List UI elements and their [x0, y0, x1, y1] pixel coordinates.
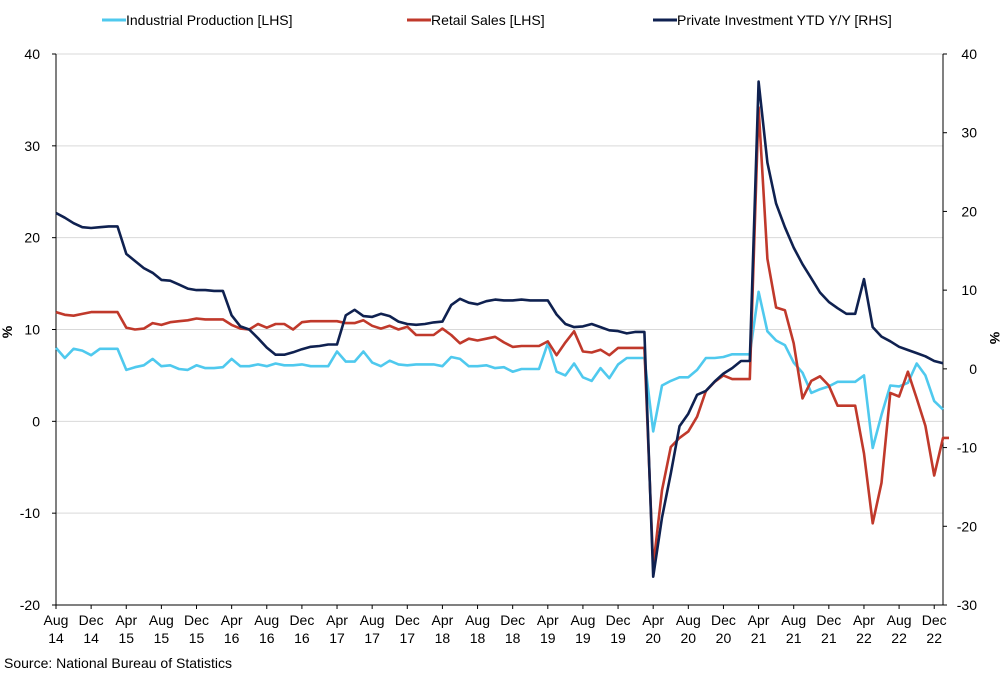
series-lines	[55, 80, 949, 579]
axes: 40 30 20 10 0 -10 -20 40 30 20 10 0 -10 -20 -30 Aug 14 De…	[20, 46, 977, 646]
x-tick-label-month: Aug	[360, 612, 385, 628]
x-tick-label-month: Aug	[254, 612, 279, 628]
y-tick-label-left: 10	[24, 322, 40, 338]
x-tick-label-month: Dec	[500, 612, 525, 628]
x-tick-label-month: Aug	[887, 612, 912, 628]
x-tick-label-month: Dec	[606, 612, 631, 628]
x-tick-label-year: 18	[470, 630, 486, 646]
x-tick-label-month: Apr	[115, 612, 137, 628]
x-tick-label-year: 18	[505, 630, 521, 646]
x-tick-label-year: 20	[645, 630, 661, 646]
series-line-private-investment	[55, 80, 944, 579]
x-tick-label-year: 21	[751, 630, 767, 646]
x-tick-label-year: 22	[856, 630, 872, 646]
x-tick-label-month: Aug	[570, 612, 595, 628]
y-tick-label-right: -10	[957, 440, 977, 456]
legend-label: Retail Sales [LHS]	[431, 12, 545, 28]
y-tick-label-right: -30	[957, 597, 977, 613]
x-tick-label-year: 17	[329, 630, 345, 646]
y-tick-label-right: -20	[957, 518, 977, 534]
legend-label: Private Investment YTD Y/Y [RHS]	[677, 12, 892, 28]
y-axis-label-right: %	[987, 332, 1003, 345]
x-tick-label-month: Apr	[748, 612, 770, 628]
x-tick-label-year: 14	[48, 630, 64, 646]
y-tick-label-left: -20	[20, 597, 40, 613]
x-tick-label-year: 15	[118, 630, 134, 646]
x-tick-label-year: 15	[189, 630, 205, 646]
x-tick-label-month: Dec	[711, 612, 736, 628]
x-tick-label-year: 15	[154, 630, 170, 646]
source-note: Source: National Bureau of Statistics	[4, 655, 233, 671]
y-tick-label-right: 0	[969, 361, 977, 377]
series-line-retail-sales	[55, 106, 949, 568]
x-tick-label-month: Apr	[221, 612, 243, 628]
x-tick-label-year: 22	[891, 630, 907, 646]
gridlines	[56, 53, 943, 606]
x-tick-label-year: 19	[610, 630, 626, 646]
x-tick-label-month: Aug	[676, 612, 701, 628]
x-tick-label-year: 17	[399, 630, 415, 646]
x-tick-label-year: 21	[786, 630, 802, 646]
y-tick-label-left: 30	[24, 138, 40, 154]
x-tick-label-month: Dec	[816, 612, 841, 628]
y-tick-label-left: -10	[20, 505, 40, 521]
x-tick-label-month: Dec	[289, 612, 314, 628]
x-tick-label-year: 20	[716, 630, 732, 646]
y-tick-label-right: 40	[961, 46, 977, 62]
legend-label: Industrial Production [LHS]	[126, 12, 293, 28]
x-tick-label-month: Dec	[79, 612, 104, 628]
x-tick-label-year: 16	[259, 630, 275, 646]
y-tick-label-right: 20	[961, 203, 977, 219]
x-tick-label-month: Apr	[853, 612, 875, 628]
x-tick-label-year: 21	[821, 630, 837, 646]
x-tick-label-year: 19	[575, 630, 591, 646]
legend: Industrial Production [LHS] Retail Sales …	[102, 12, 892, 28]
x-tick-label-year: 20	[681, 630, 697, 646]
y-tick-label-left: 20	[24, 230, 40, 246]
x-tick-label-month: Aug	[149, 612, 174, 628]
x-tick-label-month: Apr	[642, 612, 664, 628]
series-line-industrial-production	[55, 290, 944, 450]
y-tick-label-left: 40	[24, 46, 40, 62]
x-tick-label-month: Aug	[781, 612, 806, 628]
y-tick-label-right: 10	[961, 282, 977, 298]
y-axis-label-left: %	[0, 325, 15, 338]
x-tick-label-year: 22	[926, 630, 942, 646]
x-tick-label-year: 16	[224, 630, 240, 646]
x-tick-label-month: Aug	[465, 612, 490, 628]
x-tick-label-year: 18	[435, 630, 451, 646]
x-tick-label-month: Dec	[922, 612, 947, 628]
x-tick-label-month: Apr	[432, 612, 454, 628]
x-tick-label-year: 19	[540, 630, 556, 646]
x-tick-label-month: Apr	[326, 612, 348, 628]
y-tick-label-left: 0	[32, 413, 40, 429]
x-tick-label-month: Dec	[184, 612, 209, 628]
x-tick-label-month: Dec	[395, 612, 420, 628]
x-tick-label-year: 17	[364, 630, 380, 646]
y-tick-label-right: 30	[961, 125, 977, 141]
x-tick-label-year: 16	[294, 630, 310, 646]
x-tick-label-month: Aug	[44, 612, 69, 628]
x-tick-label-month: Apr	[537, 612, 559, 628]
x-tick-label-year: 14	[83, 630, 99, 646]
